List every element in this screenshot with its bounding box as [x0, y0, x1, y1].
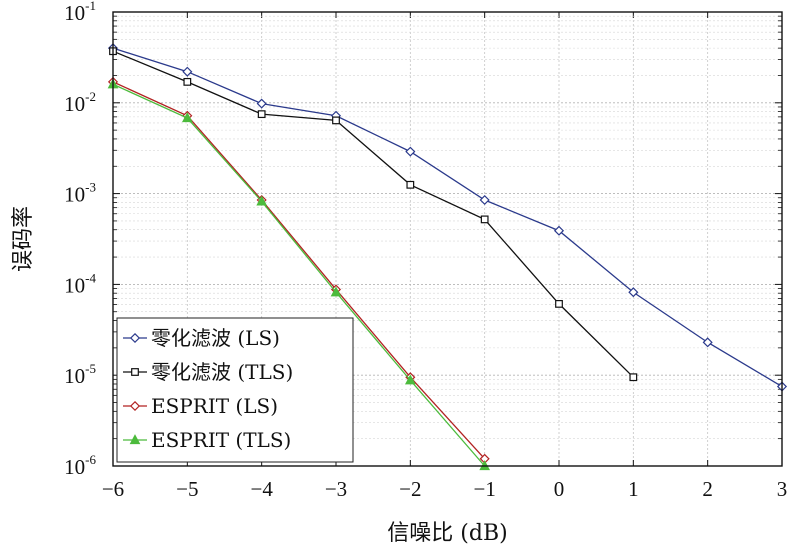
y-tick-base: 10	[64, 273, 85, 297]
legend-item: ESPRIT (TLS)	[123, 428, 291, 452]
legend-label: ESPRIT (LS)	[151, 394, 278, 418]
y-tick-exponent: -3	[85, 180, 96, 195]
legend-item: 零化滤波 (TLS)	[123, 360, 293, 384]
legend-marker	[129, 400, 141, 412]
data-point	[330, 286, 342, 297]
series-line	[112, 83, 486, 467]
y-tick-label: 10-1	[64, 0, 96, 25]
plot-frame	[112, 11, 783, 467]
data-point	[628, 287, 639, 298]
x-tick-label: −5	[176, 477, 198, 501]
data-point	[629, 373, 638, 382]
data-point	[404, 374, 416, 385]
y-tick-label: 10-4	[64, 270, 96, 297]
y-tick-base: 10	[64, 455, 85, 479]
y-tick-exponent: -1	[85, 0, 96, 13]
legend-item: 零化滤波 (LS)	[123, 326, 280, 350]
y-tick-label: 10-3	[64, 180, 96, 207]
x-tick-label: 0	[554, 477, 565, 501]
y-axis-label: 误码率	[11, 206, 36, 272]
series-layer	[107, 43, 788, 471]
y-tick-base: 10	[64, 92, 85, 116]
data-point	[181, 112, 193, 123]
legend-label: ESPRIT (TLS)	[151, 428, 291, 452]
data-point	[183, 77, 192, 86]
grid	[112, 11, 783, 467]
series-line	[112, 47, 783, 388]
y-tick-label: 10-5	[64, 361, 96, 388]
y-tick-exponent: -5	[85, 361, 96, 376]
y-tick-base: 10	[64, 183, 85, 207]
y-tick-exponent: -2	[85, 89, 96, 104]
data-point	[256, 195, 268, 206]
data-point	[702, 337, 713, 348]
data-point	[405, 146, 416, 157]
legend-marker	[129, 332, 141, 344]
x-tick-label: −1	[473, 477, 495, 501]
x-tick-label: 3	[777, 477, 788, 501]
tick-labels: −6 −5 −4 −3 −2 −1 0 1 2 310-110-210-310-410-510-6	[64, 0, 787, 501]
x-tick-label: −4	[250, 477, 273, 501]
x-axis-label: 信噪比 (dB)	[387, 521, 507, 546]
x-tick-label: −3	[325, 477, 347, 501]
x-tick-label: 1	[628, 477, 639, 501]
legend-item: ESPRIT (LS)	[123, 394, 278, 418]
data-point	[479, 194, 490, 206]
y-tick-label: 10-2	[64, 89, 96, 116]
data-point	[555, 299, 563, 308]
y-tick-exponent: -6	[85, 452, 96, 467]
legend-marker	[131, 368, 139, 376]
data-point	[332, 116, 340, 125]
legend-marker	[129, 434, 141, 445]
series-1	[107, 43, 788, 392]
legend: 零化滤波 (LS) 零化滤波 (TLS) ESPRIT (LS) ESPRIT (TL…	[116, 317, 354, 463]
data-point	[406, 180, 415, 189]
x-tick-label: −6	[102, 477, 124, 501]
series-line	[112, 50, 634, 378]
data-point	[182, 66, 193, 77]
y-tick-base: 10	[64, 364, 85, 388]
legend-label: 零化滤波 (LS)	[151, 326, 280, 350]
series-line	[112, 81, 486, 460]
legend-box	[116, 317, 354, 463]
y-tick-base: 10	[64, 1, 85, 25]
data-point	[257, 110, 266, 119]
data-point	[553, 225, 565, 236]
y-tick-exponent: -4	[85, 270, 96, 285]
data-point	[256, 98, 267, 109]
x-tick-label: −2	[399, 477, 421, 501]
data-point	[480, 215, 489, 224]
y-tick-label: 10-6	[64, 452, 96, 479]
legend-label: 零化滤波 (TLS)	[151, 360, 293, 384]
x-tick-label: 2	[702, 477, 713, 501]
